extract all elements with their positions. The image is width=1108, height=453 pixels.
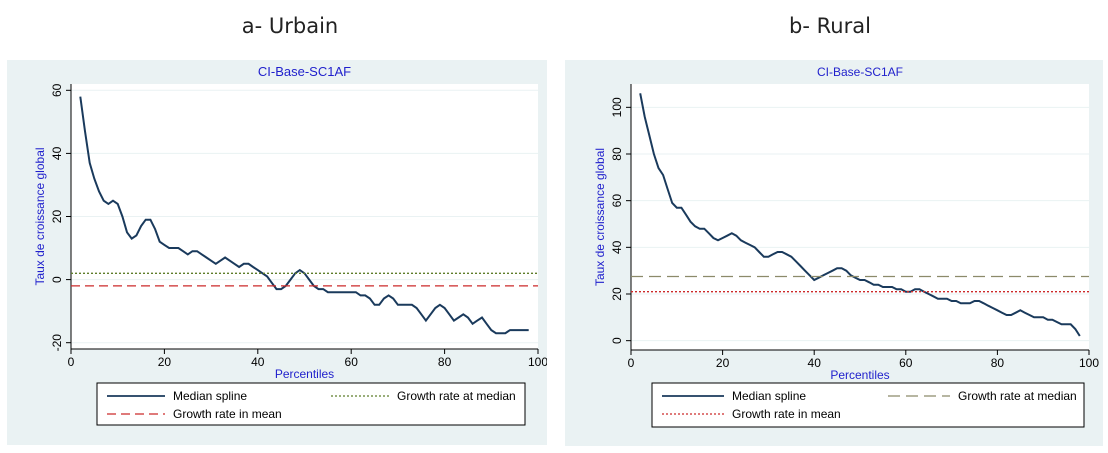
legend-label: Growth rate in mean — [732, 407, 841, 421]
legend-box — [651, 382, 1085, 428]
y-tick-label: 100 — [610, 97, 624, 117]
legend-label: Median spline — [173, 389, 247, 403]
x-tick-label: 80 — [438, 355, 452, 369]
y-tick-label: 0 — [610, 337, 624, 344]
x-tick-label: 60 — [899, 356, 913, 370]
x-tick-label: 40 — [251, 355, 265, 369]
legend-label: Growth rate at median — [958, 389, 1077, 403]
x-tick-label: 80 — [991, 356, 1005, 370]
legend-label: Growth rate at median — [397, 389, 516, 403]
x-tick-label: 0 — [68, 355, 75, 369]
y-axis-label: Taux de croissance global — [33, 147, 47, 285]
y-tick-label: 40 — [610, 240, 624, 254]
x-tick-label: 40 — [808, 356, 822, 370]
y-axis-label: Taux de croissance global — [593, 148, 607, 286]
chart-title: CI-Base-SC1AF — [817, 65, 903, 79]
chart-title: CI-Base-SC1AF — [258, 64, 351, 79]
y-tick-label: 80 — [610, 147, 624, 161]
panel-b-heading: b- Rural — [789, 14, 871, 38]
panel-a-heading: a- Urbain — [241, 14, 339, 38]
y-tick-label: 20 — [50, 210, 64, 224]
legend-label: Growth rate in mean — [173, 407, 282, 421]
y-tick-label: 40 — [50, 146, 64, 160]
y-tick-label: 60 — [610, 194, 624, 208]
plot-area — [631, 84, 1089, 350]
x-tick-label: 100 — [528, 355, 547, 369]
y-tick-label: 20 — [610, 287, 624, 301]
x-tick-label: 20 — [716, 356, 730, 370]
x-tick-label: 100 — [1079, 356, 1099, 370]
y-tick-label: 0 — [50, 276, 64, 283]
chart-rural-svg: 0 20 40 60 80 100 0 20 40 60 80 100 CI-Base-SC1AF Per… — [565, 60, 1103, 446]
y-tick-label: -20 — [50, 334, 64, 352]
chart-panel-urbain: -20 0 20 40 60 0 20 40 60 80 100 CI-Base-SC1AF Perce… — [7, 60, 548, 445]
y-tick-label: 60 — [50, 83, 64, 97]
chart-panel-rural: 0 20 40 60 80 100 0 20 40 60 80 100 CI-Base-SC1AF Per… — [565, 60, 1103, 446]
x-tick-label: 60 — [345, 355, 359, 369]
x-tick-label: 0 — [628, 356, 635, 370]
legend-box — [96, 382, 526, 426]
legend-label: Median spline — [732, 389, 806, 403]
series-line-median-spline — [639, 93, 1081, 337]
chart-urbain-svg: -20 0 20 40 60 0 20 40 60 80 100 CI-Base-SC1AF Perce… — [7, 60, 548, 445]
x-tick-label: 20 — [158, 355, 172, 369]
x-axis-label: Percentiles — [275, 367, 334, 381]
x-axis-label: Percentiles — [830, 368, 889, 382]
